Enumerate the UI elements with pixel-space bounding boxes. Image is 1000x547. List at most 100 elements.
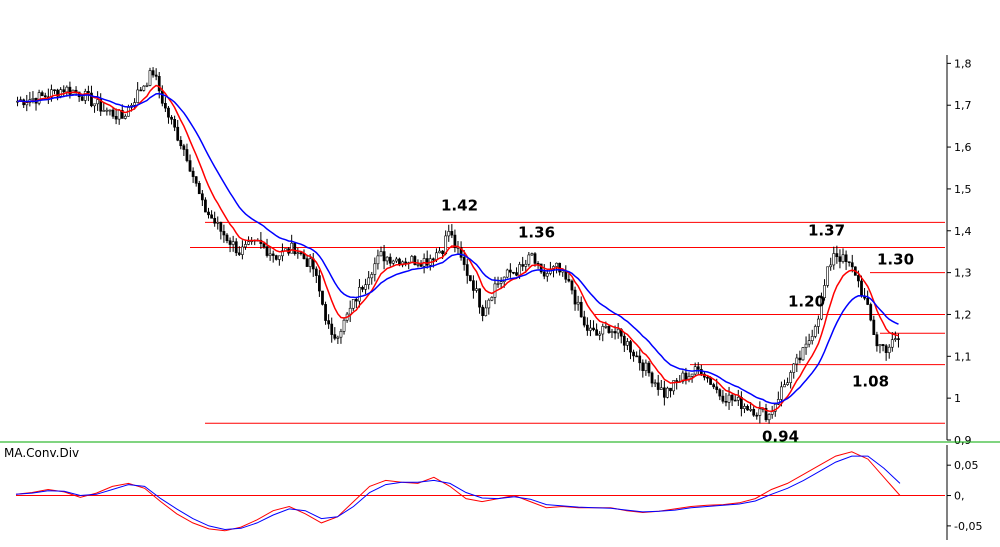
candle-body (860, 280, 863, 297)
candle-body (601, 326, 605, 335)
candle-body (792, 363, 796, 373)
candle-body (508, 269, 512, 273)
candle-body (866, 297, 870, 305)
candle-body (847, 261, 851, 263)
candle-body (453, 234, 457, 248)
candle-body (462, 257, 466, 265)
candle-body (40, 92, 44, 97)
price-moving-averages (17, 84, 899, 412)
candle-body (90, 92, 93, 107)
level-label: 1.08 (852, 373, 889, 391)
candle-body (767, 414, 771, 421)
price-tick-label: 1 (954, 392, 961, 405)
candle-body (789, 372, 793, 384)
candle-body (99, 99, 103, 112)
candle-body (622, 335, 626, 346)
candle-body (216, 222, 220, 224)
candle-body (376, 255, 380, 265)
candle-body (795, 357, 799, 365)
candle-body (764, 408, 768, 421)
candle-body (93, 103, 96, 107)
candle-body (656, 382, 660, 390)
candle-body (173, 119, 177, 128)
candle-body (191, 170, 195, 177)
candle-body (810, 336, 814, 341)
candle-body (290, 242, 294, 254)
candle-body (68, 86, 72, 95)
candle-body (555, 262, 558, 267)
candle-body (484, 307, 488, 316)
candle-body (878, 344, 882, 347)
candle-body (416, 263, 420, 266)
candle-body (816, 318, 820, 327)
candle-body (746, 406, 749, 411)
candle-body (857, 275, 860, 282)
candle-body (43, 95, 47, 98)
candle-body (515, 272, 518, 276)
candle-body (715, 386, 719, 390)
candle-body (296, 252, 300, 255)
candle-body (56, 89, 59, 97)
candle-body (197, 182, 201, 195)
candle-body (576, 301, 580, 305)
candle-body (758, 408, 762, 416)
candle-body (160, 90, 164, 104)
candle-body (662, 387, 666, 398)
candle-body (755, 414, 759, 417)
candle-body (65, 86, 69, 93)
candle-body (518, 264, 521, 276)
level-label: 0.94 (762, 427, 799, 445)
candle-body (773, 403, 777, 412)
candle-body (875, 334, 879, 347)
candle-body (361, 286, 364, 290)
candle-body (780, 386, 783, 400)
macd-series-line (15, 451, 901, 532)
candle-body (786, 382, 789, 385)
candle-body (324, 304, 327, 321)
candle-body (585, 324, 589, 331)
candle-body (659, 387, 663, 390)
candle-body (743, 406, 746, 409)
level-label: 1.30 (877, 251, 914, 269)
price-tick-label: 1,6 (954, 141, 972, 154)
candle-body (231, 241, 235, 245)
candle-body (684, 372, 688, 381)
candle-body (607, 326, 611, 333)
candle-body (783, 384, 786, 388)
candle-body (595, 329, 598, 336)
candle-body (271, 253, 275, 256)
candle-body (438, 250, 441, 254)
candle-body (650, 372, 654, 384)
candle-body (801, 347, 805, 361)
candle-body (395, 258, 398, 262)
candle-body (441, 250, 444, 254)
candle-body (465, 264, 469, 276)
candle-body (348, 307, 352, 315)
candle-body (675, 380, 679, 382)
price-tick-label: 1,5 (954, 183, 972, 196)
price-tick-label: 1,2 (954, 308, 972, 321)
candle-body (308, 258, 312, 267)
candle-body (696, 366, 700, 370)
candle-body (391, 260, 395, 264)
candle-body (533, 253, 537, 264)
candle-body (154, 74, 158, 77)
candle-body (478, 288, 481, 308)
candle-body (299, 252, 303, 255)
macd-y-ticks: 0,05 0, -0,05 (947, 459, 982, 533)
candle-body (644, 362, 648, 371)
candle-body (718, 389, 722, 397)
macd-lines (15, 451, 901, 532)
candle-body (672, 380, 675, 392)
macd-tick-label: -0,05 (954, 520, 982, 533)
candle-body (268, 253, 272, 256)
candle-body (736, 397, 740, 401)
candle-body (111, 109, 115, 117)
candle-body (176, 126, 180, 141)
price-tick-label: 1,1 (954, 350, 972, 363)
candle-body (616, 328, 620, 334)
candle-body (339, 331, 343, 338)
candle-body (647, 362, 651, 374)
level-label: 1.42 (441, 196, 478, 214)
candle-body (897, 338, 900, 340)
